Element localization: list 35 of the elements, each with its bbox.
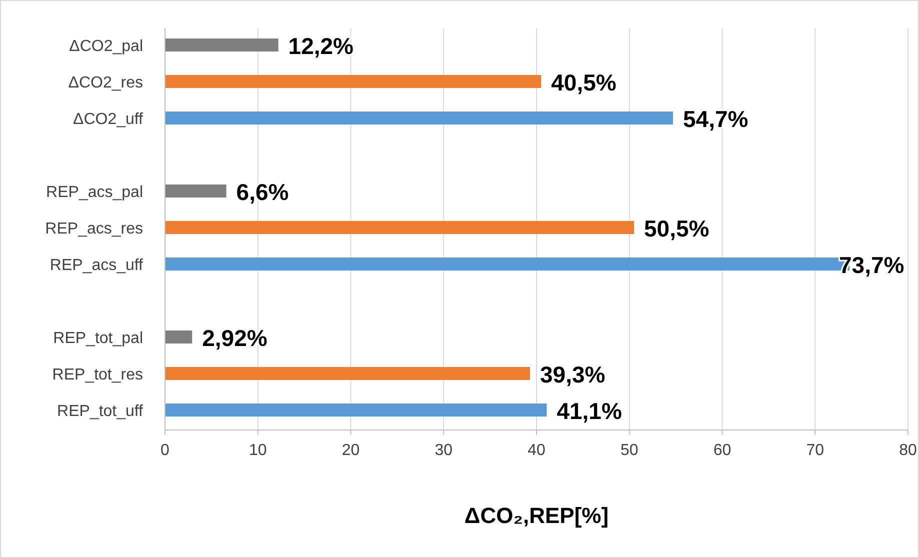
- x-tick-label: 30: [434, 442, 453, 459]
- x-tick-label: 70: [806, 442, 824, 459]
- data-label: 41,1%: [556, 398, 622, 424]
- x-axis-title: ΔCO₂,REP[%]: [464, 503, 609, 528]
- x-tick-label: 80: [899, 442, 917, 459]
- data-label: 50,5%: [644, 216, 710, 242]
- x-tick-label: 60: [713, 442, 732, 459]
- bar: [165, 221, 634, 234]
- data-label: 40,5%: [551, 70, 616, 96]
- bar: [165, 184, 226, 198]
- bar: [165, 367, 530, 380]
- x-tick-label: 10: [248, 442, 267, 459]
- x-tick-label: 40: [528, 442, 546, 459]
- x-tick-label: 50: [620, 442, 638, 459]
- y-tick-label: REP_acs_uff: [50, 257, 144, 274]
- bar: [165, 112, 674, 124]
- y-tick-label: REP_acs_res: [45, 220, 143, 238]
- data-label: 2,92%: [202, 325, 268, 351]
- y-tick-label: REP_tot_pal: [53, 330, 143, 347]
- data-label: 39,3%: [540, 362, 606, 388]
- data-label: 54,7%: [683, 106, 748, 132]
- y-tick-label: ΔCO2_res: [68, 74, 143, 92]
- y-tick-label: REP_acs_pal: [46, 184, 143, 201]
- bar: [165, 404, 547, 416]
- bar: [165, 75, 542, 88]
- data-label: 12,2%: [288, 33, 354, 59]
- bar: [165, 330, 192, 344]
- bar: [165, 38, 278, 52]
- y-tick-label: ΔCO2_uff: [73, 111, 144, 128]
- y-tick-label: REP_tot_res: [52, 366, 143, 384]
- x-tick-label: 0: [160, 442, 170, 459]
- data-label: 6,6%: [236, 179, 289, 205]
- y-tick-label: REP_tot_uff: [57, 403, 144, 420]
- y-tick-label: ΔCO2_pal: [69, 38, 143, 55]
- x-tick-label: 20: [342, 442, 360, 459]
